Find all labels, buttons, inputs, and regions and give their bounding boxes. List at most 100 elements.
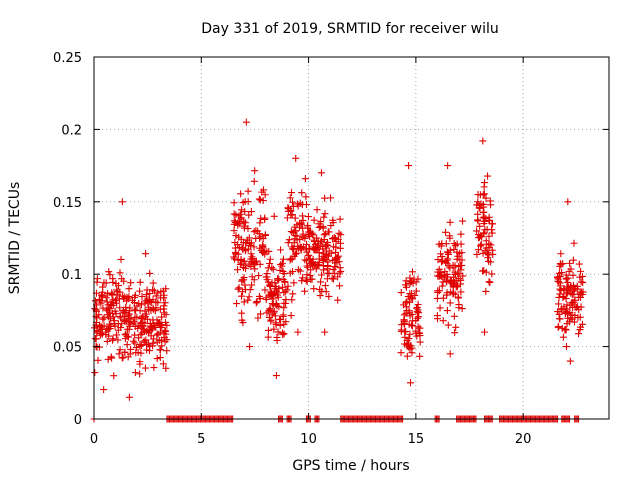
data-point bbox=[264, 326, 272, 334]
data-point bbox=[485, 213, 493, 221]
data-point bbox=[485, 278, 493, 286]
data-point bbox=[321, 210, 329, 218]
data-point bbox=[403, 352, 411, 360]
data-point bbox=[150, 335, 158, 343]
data-point bbox=[563, 301, 571, 309]
data-point bbox=[324, 262, 332, 270]
data-point bbox=[112, 331, 120, 339]
data-point bbox=[557, 261, 565, 269]
data-point bbox=[257, 214, 265, 222]
data-point bbox=[336, 264, 344, 272]
data-point bbox=[317, 169, 325, 177]
data-point bbox=[116, 312, 124, 320]
data-point bbox=[455, 270, 463, 278]
data-point bbox=[555, 269, 563, 277]
data-point bbox=[118, 198, 126, 206]
data-point bbox=[413, 304, 421, 312]
data-point bbox=[575, 260, 583, 268]
data-point bbox=[153, 331, 161, 339]
data-point bbox=[261, 286, 269, 294]
data-point bbox=[156, 346, 164, 354]
data-point bbox=[574, 314, 582, 322]
data-point bbox=[562, 274, 570, 282]
data-point bbox=[108, 289, 116, 297]
data-point bbox=[262, 294, 270, 302]
data-point bbox=[402, 277, 410, 285]
data-point bbox=[453, 248, 461, 256]
data-point bbox=[577, 267, 585, 275]
data-point bbox=[447, 288, 455, 296]
data-point bbox=[114, 291, 122, 299]
data-point bbox=[307, 275, 315, 283]
data-point bbox=[270, 212, 278, 220]
data-point bbox=[481, 226, 489, 234]
data-point bbox=[272, 372, 280, 380]
data-point bbox=[556, 315, 564, 323]
data-point bbox=[161, 326, 169, 334]
data-point bbox=[559, 333, 567, 341]
data-point bbox=[441, 273, 449, 281]
data-point bbox=[115, 282, 123, 290]
data-point bbox=[136, 360, 144, 368]
data-point bbox=[140, 325, 148, 333]
data-point bbox=[153, 355, 161, 363]
data-point bbox=[555, 300, 563, 308]
data-point bbox=[301, 287, 309, 295]
data-point bbox=[267, 317, 275, 325]
data-point bbox=[153, 338, 161, 346]
data-point bbox=[323, 247, 331, 255]
data-point bbox=[115, 295, 123, 303]
data-point bbox=[132, 349, 140, 357]
data-point bbox=[239, 288, 247, 296]
data-point bbox=[115, 350, 123, 358]
data-point bbox=[561, 325, 569, 333]
data-point bbox=[244, 198, 252, 206]
data-point bbox=[454, 294, 462, 302]
data-point bbox=[316, 292, 324, 300]
data-point bbox=[245, 234, 253, 242]
data-point bbox=[114, 326, 122, 334]
data-point bbox=[131, 314, 139, 322]
y-tick-label: 0.1 bbox=[61, 268, 82, 283]
data-point bbox=[476, 204, 484, 212]
data-point bbox=[232, 211, 240, 219]
data-point bbox=[151, 307, 159, 315]
data-point bbox=[567, 314, 575, 322]
data-point bbox=[486, 278, 494, 286]
data-point bbox=[436, 304, 444, 312]
data-point bbox=[156, 354, 164, 362]
data-point bbox=[124, 295, 132, 303]
data-point bbox=[562, 295, 570, 303]
data-point bbox=[301, 234, 309, 242]
data-point bbox=[294, 328, 302, 336]
data-point bbox=[290, 245, 298, 253]
data-point bbox=[99, 288, 107, 296]
data-point bbox=[146, 327, 154, 335]
data-point bbox=[132, 344, 140, 352]
data-point bbox=[102, 294, 110, 302]
data-point bbox=[241, 265, 249, 273]
data-point bbox=[93, 343, 101, 351]
data-point bbox=[566, 259, 574, 267]
y-tick-label: 0.05 bbox=[53, 341, 82, 356]
data-point bbox=[281, 288, 289, 296]
data-point bbox=[129, 337, 137, 345]
data-point bbox=[564, 278, 572, 286]
data-point bbox=[477, 242, 485, 250]
data-point bbox=[443, 289, 451, 297]
data-point bbox=[137, 301, 145, 309]
data-point bbox=[330, 234, 338, 242]
data-point bbox=[446, 264, 454, 272]
data-point bbox=[94, 356, 102, 364]
data-point bbox=[453, 240, 461, 248]
data-point bbox=[331, 270, 339, 278]
data-point bbox=[409, 317, 417, 325]
data-point bbox=[122, 303, 130, 311]
data-point bbox=[318, 271, 326, 279]
data-point bbox=[315, 255, 323, 263]
data-point bbox=[136, 370, 144, 378]
data-point bbox=[91, 297, 99, 305]
data-point bbox=[149, 339, 157, 347]
data-point bbox=[569, 303, 577, 311]
data-point bbox=[158, 342, 166, 350]
